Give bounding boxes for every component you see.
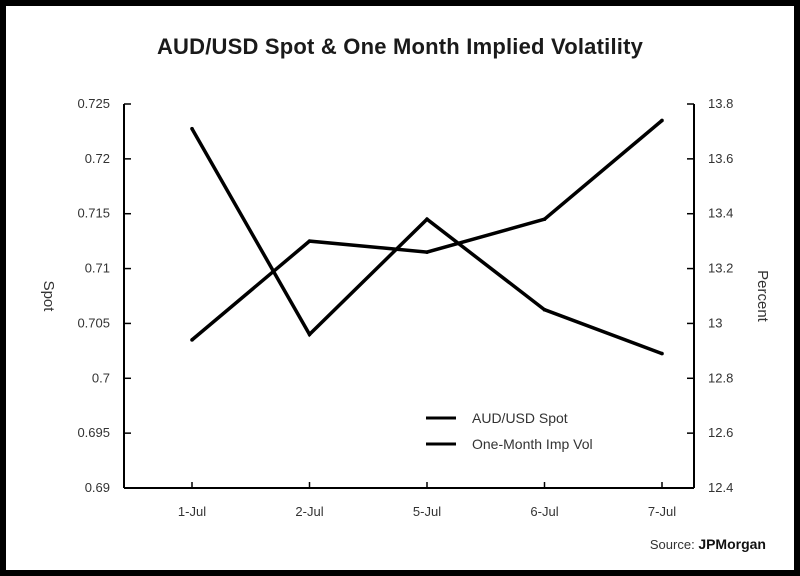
chart-title: AUD/USD Spot & One Month Implied Volatil… <box>156 34 644 59</box>
left-axis-title: Spot <box>40 281 57 313</box>
source-prefix: Source: <box>649 537 695 552</box>
legend-label: One-Month Imp Vol <box>472 436 593 452</box>
right-tick-label: 13.4 <box>708 206 733 221</box>
series-line-implied-vol <box>190 127 663 356</box>
axes <box>123 103 695 489</box>
series-lines <box>190 118 664 356</box>
left-tick-label: 0.715 <box>77 206 110 221</box>
right-axis-title: Percent <box>754 270 771 323</box>
data-point <box>660 351 664 356</box>
left-tick-label: 0.69 <box>85 480 110 495</box>
legend-label: AUD/USD Spot <box>472 410 568 426</box>
right-tick-label: 12.4 <box>708 480 733 495</box>
right-tick-label: 12.8 <box>708 370 733 385</box>
tick-labels: 0.725 0.72 0.715 0.71 0.705 0.7 0.695 0.69 13.8 1… <box>40 96 771 519</box>
x-tick-label: 2-Jul <box>295 504 323 519</box>
right-tick-label: 13.6 <box>708 151 733 166</box>
legend: AUD/USD Spot One-Month Imp Vol <box>426 410 593 452</box>
left-tick-label: 0.71 <box>85 261 110 276</box>
data-point <box>425 217 429 221</box>
left-tick-label: 0.72 <box>85 151 110 166</box>
x-tick-label: 7-Jul <box>648 504 676 519</box>
source-brand: JPMorgan <box>698 536 766 552</box>
data-point <box>425 250 429 254</box>
data-point <box>307 332 312 337</box>
series-line-spot <box>190 119 664 342</box>
x-tick-label: 5-Jul <box>413 504 441 519</box>
data-point <box>307 239 312 243</box>
left-tick-label: 0.695 <box>77 425 110 440</box>
source-note: Source: JPMorgan <box>650 536 766 552</box>
data-point <box>190 126 194 131</box>
left-tick-label: 0.7 <box>92 370 110 385</box>
right-tick-label: 13 <box>708 315 722 330</box>
x-tick-label: 6-Jul <box>530 504 558 519</box>
left-tick-label: 0.705 <box>77 315 110 330</box>
data-point <box>542 307 547 312</box>
right-tick-label: 12.6 <box>708 425 733 440</box>
right-tick-label: 13.8 <box>708 96 733 111</box>
chart-svg: 0.725 0.72 0.715 0.71 0.705 0.7 0.695 0.69 13.8 1… <box>40 96 771 519</box>
data-point <box>542 217 547 221</box>
data-point <box>190 338 194 342</box>
right-tick-label: 13.2 <box>708 261 733 276</box>
data-point <box>660 118 664 123</box>
left-tick-label: 0.725 <box>77 96 110 111</box>
x-tick-label: 1-Jul <box>178 504 206 519</box>
